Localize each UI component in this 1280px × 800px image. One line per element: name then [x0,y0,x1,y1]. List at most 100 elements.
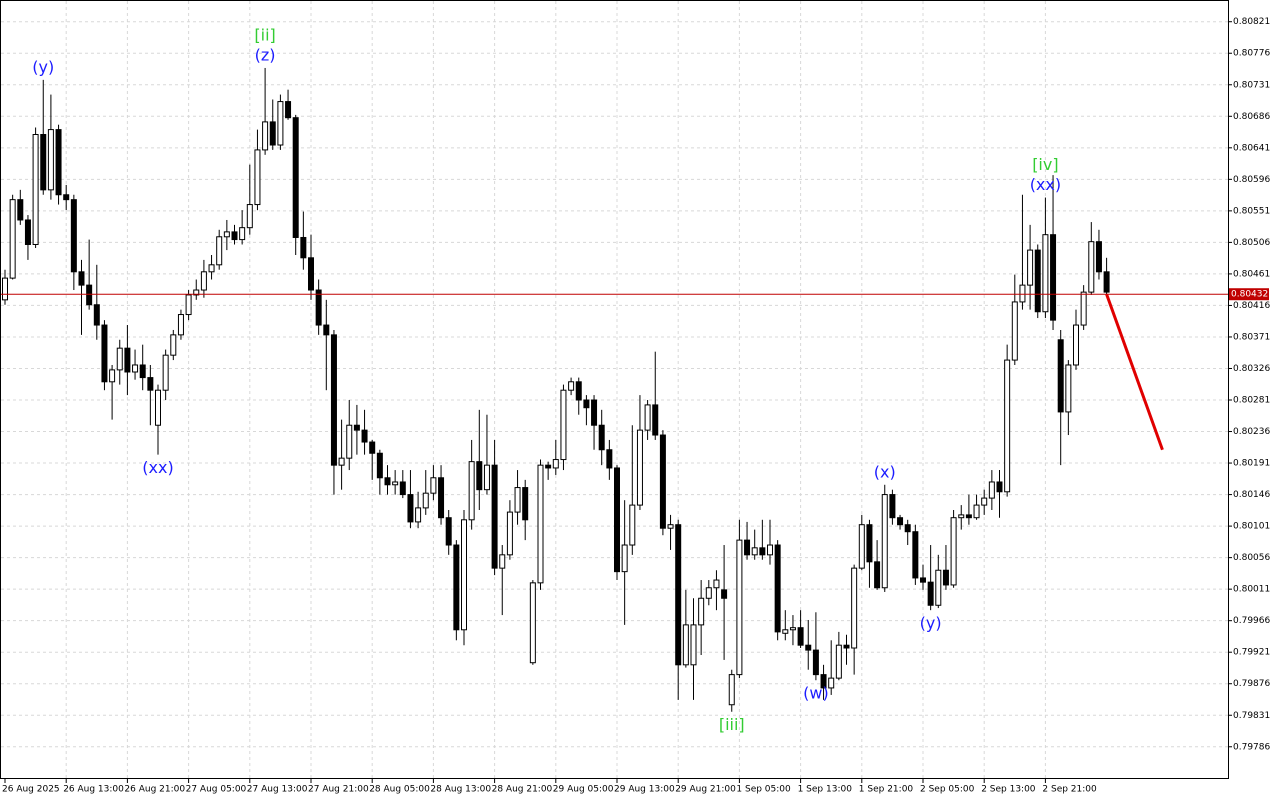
candle-body [721,589,728,599]
candle-body [399,481,406,496]
candle-body [560,389,567,461]
candle-body [422,492,429,509]
candle-body [78,271,85,286]
candle-body [369,441,376,454]
candle-body [927,581,934,606]
candle-body [292,117,299,238]
candle-body [529,582,536,664]
y-tick-label: 0.80146 [1233,490,1270,500]
candle-body [591,399,598,426]
candle-body [262,121,269,151]
y-tick-label: 0.80506 [1233,238,1270,248]
candle-body [491,464,498,569]
candle-body [1088,241,1095,293]
candle-body [797,627,804,646]
candle-body [438,477,445,519]
candle-body [32,134,39,245]
x-tick-label: 28 Aug 13:00 [430,785,491,795]
y-tick-label: 0.80326 [1233,364,1270,374]
candle-body [828,677,835,689]
candle-body [338,457,345,466]
candle-body [552,459,559,469]
candle-body [346,424,353,459]
y-tick-label: 0.80821 [1233,17,1270,27]
x-tick-label: 28 Aug 21:00 [492,785,553,795]
candle-body [843,644,850,649]
candle-body [751,547,758,556]
candle-body [736,539,743,676]
wave-label: [ii] [254,25,275,44]
wave-label: (z) [255,45,276,64]
candle-body [950,517,957,586]
wave-label: [iv] [1032,155,1058,174]
candle-body [1073,324,1079,366]
candle-body [682,624,689,666]
candle-body [789,627,796,631]
candle-body [889,494,896,519]
candle-body [644,404,651,431]
y-tick-label: 0.80731 [1233,80,1270,90]
candle-body [47,129,54,191]
candle-body [177,314,184,336]
candle-body [636,429,643,506]
candle-body [384,477,391,486]
candle-body [1019,284,1026,303]
y-tick-label: 0.79876 [1233,679,1270,689]
y-tick-label: 0.80551 [1233,206,1270,216]
candle-body [782,629,789,634]
candle-body [323,324,330,336]
current-price-label: 0.80432 [1231,290,1268,300]
y-tick-label: 0.80596 [1233,175,1270,185]
wave-label: (xx) [142,458,173,477]
y-tick-label: 0.79921 [1233,648,1270,658]
current-price-box [1229,288,1269,301]
y-tick-label: 0.80776 [1233,49,1270,59]
candle-body [162,354,169,391]
candle-body [744,539,751,556]
x-tick-label: 2 Sep 21:00 [1042,785,1097,795]
candle-body [774,544,781,633]
candle-body [461,519,467,631]
candle-body [468,461,475,521]
candle-body [858,524,865,569]
candle-body [1050,234,1057,321]
candle-body [675,524,682,666]
candle-body [598,424,605,451]
candle-body [835,644,842,679]
candle-body [713,579,720,589]
candle-body [1103,271,1110,293]
candle-body [170,334,177,356]
candle-body [1004,359,1011,493]
y-tick-label: 0.80281 [1233,396,1270,406]
candle-body [392,481,399,486]
wave-label: (x) [874,462,896,481]
candle-body [874,561,881,589]
candle-body [583,399,590,409]
candle-body [430,477,437,494]
candle-body [629,504,636,546]
candle-body [407,494,414,523]
candle-body [269,121,276,146]
candle-body [216,236,223,266]
forecast-line [1105,293,1164,451]
candle-body [55,129,62,196]
candle-body [109,369,116,383]
x-tick-label: 26 Aug 2025 [2,785,60,795]
candle-body [116,347,123,371]
candle-body [453,544,460,631]
candle-body [231,231,238,241]
candle-body [912,531,919,579]
x-tick-label: 1 Sep 05:00 [736,785,791,795]
x-tick-label: 27 Aug 05:00 [186,785,247,795]
candle-body [920,577,926,583]
candle-body [86,284,93,306]
candle-body [698,597,705,626]
x-tick-label: 26 Aug 13:00 [63,785,124,795]
candle-body [415,507,422,523]
candle-body [24,219,31,245]
y-tick-label: 0.80011 [1233,585,1270,595]
candle-body [353,424,360,431]
candle-body [935,569,942,606]
candle-body [1042,234,1049,313]
wave-label: [iii] [719,715,745,734]
